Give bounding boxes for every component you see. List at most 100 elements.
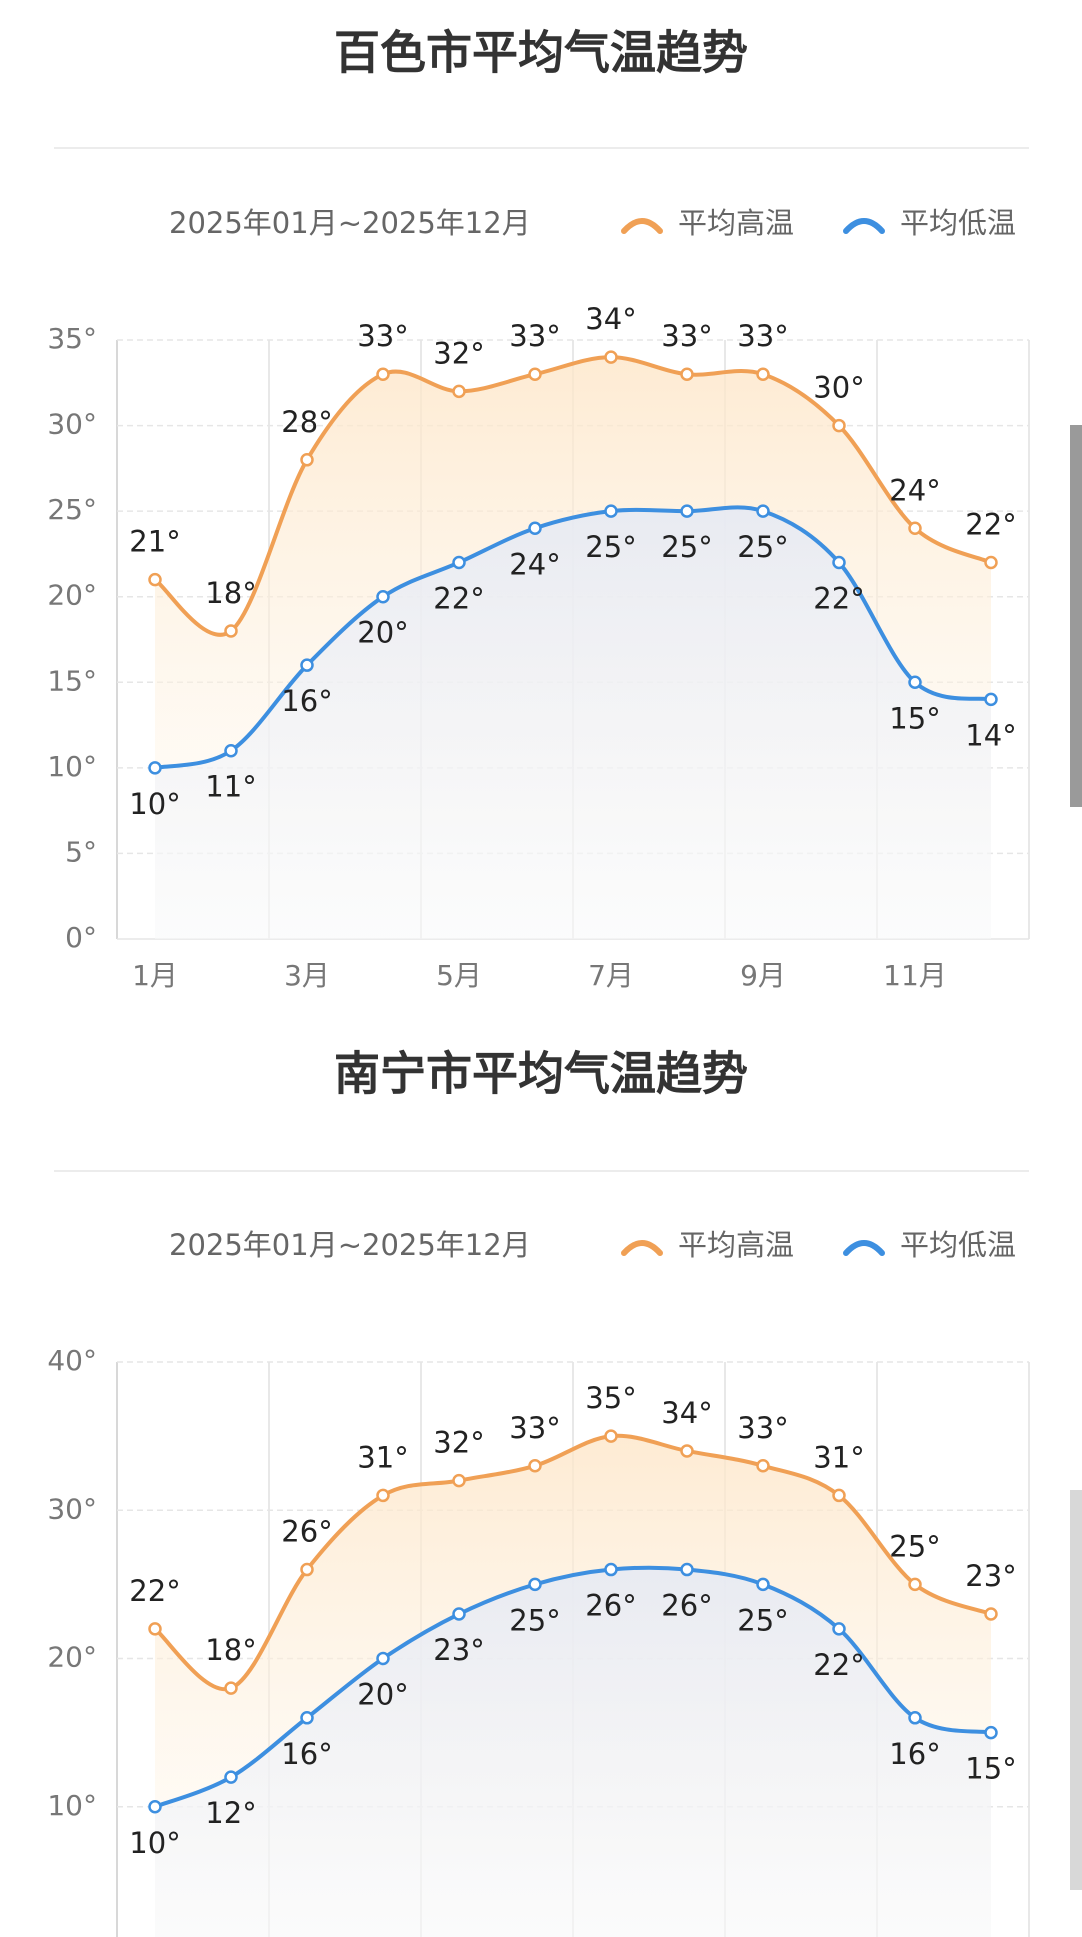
data-label: 25° [889, 1529, 940, 1563]
legend-icon [621, 1240, 663, 1256]
line [154, 1565, 992, 1809]
point [604, 1429, 618, 1443]
line [154, 505, 992, 770]
point [300, 1562, 314, 1577]
point [908, 675, 922, 690]
x-tick-label: 3月 [284, 959, 330, 992]
legend-label: 平均低温 [900, 206, 1016, 240]
line [153, 1433, 992, 1692]
data-label: 11° [205, 770, 256, 804]
data-label: 22° [813, 581, 864, 615]
y-tick-label: 30° [47, 408, 97, 441]
legend-label: 平均高温 [678, 206, 794, 240]
point [908, 521, 922, 536]
point [148, 1622, 162, 1636]
data-label: 21° [129, 525, 180, 559]
data-label: 22° [965, 507, 1016, 541]
point [224, 624, 238, 638]
y-tick-label: 10° [47, 1789, 97, 1822]
point [604, 350, 618, 364]
data-label: 33° [661, 319, 712, 353]
data-label: 25° [509, 1603, 560, 1637]
data-label: 30° [813, 371, 864, 405]
data-label: 28° [281, 405, 332, 439]
data-label: 25° [661, 530, 712, 564]
data-label: 31° [813, 1440, 864, 1474]
y-tick-label: 25° [47, 493, 97, 526]
chart: 南宁市平均气温趋势 2025年01月~2025年12月 平均高温 平均低温 10° 20°… [47, 1047, 1030, 1937]
point [832, 555, 846, 570]
point [984, 692, 998, 707]
y-tick-label: 15° [47, 664, 97, 697]
data-label: 15° [889, 701, 940, 735]
point [984, 1607, 998, 1621]
y-tick-label: 40° [47, 1344, 97, 1377]
data-label: 22° [433, 581, 484, 615]
legend-icon [843, 218, 885, 234]
data-label: 16° [889, 1737, 940, 1771]
point [832, 418, 846, 433]
data-label: 20° [357, 616, 408, 650]
point [680, 504, 694, 518]
point [756, 1577, 770, 1592]
data-label: 24° [889, 473, 940, 507]
point [300, 658, 314, 672]
point [984, 1725, 998, 1740]
data-label: 32° [433, 336, 484, 370]
point [756, 367, 770, 381]
data-label: 25° [737, 1603, 788, 1637]
data-label: 25° [585, 530, 636, 564]
point [528, 1459, 542, 1473]
data-label: 26° [661, 1589, 712, 1623]
scrollbar [1070, 425, 1082, 807]
y-tick-label: 30° [47, 1492, 97, 1525]
data-label: 16° [281, 684, 332, 718]
x-tick-label: 9月 [740, 959, 786, 992]
point [756, 504, 770, 518]
x-tick-label: 11月 [883, 959, 947, 992]
data-label: 26° [281, 1515, 332, 1549]
point [148, 572, 162, 587]
data-label: 15° [965, 1752, 1016, 1786]
point [452, 384, 466, 399]
y-tick-label: 20° [47, 1641, 97, 1674]
data-label: 33° [509, 319, 560, 353]
point [528, 367, 542, 381]
area [155, 1567, 991, 1937]
point [224, 1681, 238, 1695]
chart: 百色市平均气温趋势 2025年01月~2025年12月 平均高温 平均低温 0° 5° 10… [47, 26, 1030, 992]
point [604, 1562, 618, 1577]
y-tick-label: 20° [47, 579, 97, 612]
data-label: 23° [433, 1633, 484, 1667]
point [832, 1488, 846, 1503]
data-label: 20° [357, 1678, 408, 1712]
x-tick-label: 7月 [588, 959, 634, 992]
data-label: 23° [965, 1559, 1016, 1593]
data-label: 10° [129, 787, 180, 821]
point [984, 555, 998, 570]
subtitle: 2025年01月~2025年12月 [169, 206, 531, 240]
x-tick-label: 1月 [132, 959, 178, 992]
point [680, 1444, 694, 1458]
point [376, 589, 390, 604]
data-label: 32° [433, 1426, 484, 1460]
point [832, 1622, 846, 1636]
data-label: 22° [129, 1574, 180, 1608]
legend-icon [621, 218, 663, 234]
y-tick-label: 35° [47, 322, 97, 355]
data-label: 31° [357, 1440, 408, 1474]
chart-title: 南宁市平均气温趋势 [334, 1047, 748, 1101]
y-tick-label: 5° [65, 835, 97, 868]
point [528, 521, 542, 536]
legend-label: 平均高温 [678, 1228, 794, 1262]
data-label: 26° [585, 1589, 636, 1623]
data-label: 24° [509, 547, 560, 581]
x-tick-label: 5月 [436, 959, 482, 992]
point [376, 1488, 390, 1503]
point [300, 1711, 314, 1725]
data-label: 35° [585, 1381, 636, 1415]
point [604, 504, 618, 518]
data-label: 33° [509, 1411, 560, 1445]
data-label: 16° [281, 1737, 332, 1771]
